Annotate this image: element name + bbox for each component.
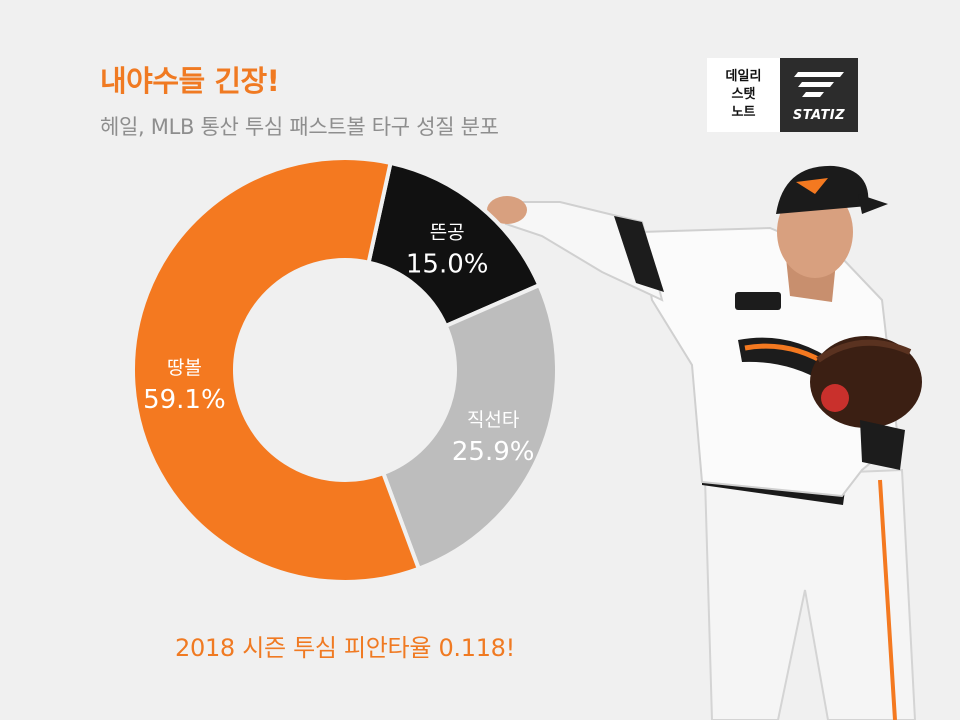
footer-note: 2018 시즌 투심 피안타율 0.118!	[175, 634, 515, 662]
logo-line-3: 노트	[731, 105, 756, 120]
brand-name: STATIZ	[792, 108, 846, 123]
speed-stripes-icon	[794, 72, 844, 97]
slice-value-label: 59.1%	[143, 385, 226, 415]
slice-category-label: 직선타	[467, 409, 519, 431]
donut-slice	[131, 156, 422, 584]
logo-line-2: 스탯	[731, 87, 756, 102]
headline-title: 내야수들 긴장!	[100, 64, 280, 98]
donut-slice	[380, 282, 559, 572]
logo-line-1: 데일리	[725, 69, 762, 84]
statiz-brand-block: STATIZ	[780, 58, 858, 132]
slice-value-label: 15.0%	[406, 250, 489, 280]
chart-subtitle: 헤일, MLB 통산 투심 패스트볼 타구 성질 분포	[100, 115, 499, 139]
daily-stat-note-badge: 데일리 스탯 노트	[707, 58, 780, 132]
donut-chart: 뜬공 15.0% 직선타 25.9% 땅볼 59.1%	[131, 156, 559, 584]
donut-slice	[366, 160, 542, 329]
statiz-logo: 데일리 스탯 노트 STATIZ	[707, 58, 858, 132]
slice-category-label: 뜬공	[430, 222, 465, 244]
slice-category-label: 땅볼	[167, 357, 202, 379]
slice-value-label: 25.9%	[452, 437, 535, 467]
